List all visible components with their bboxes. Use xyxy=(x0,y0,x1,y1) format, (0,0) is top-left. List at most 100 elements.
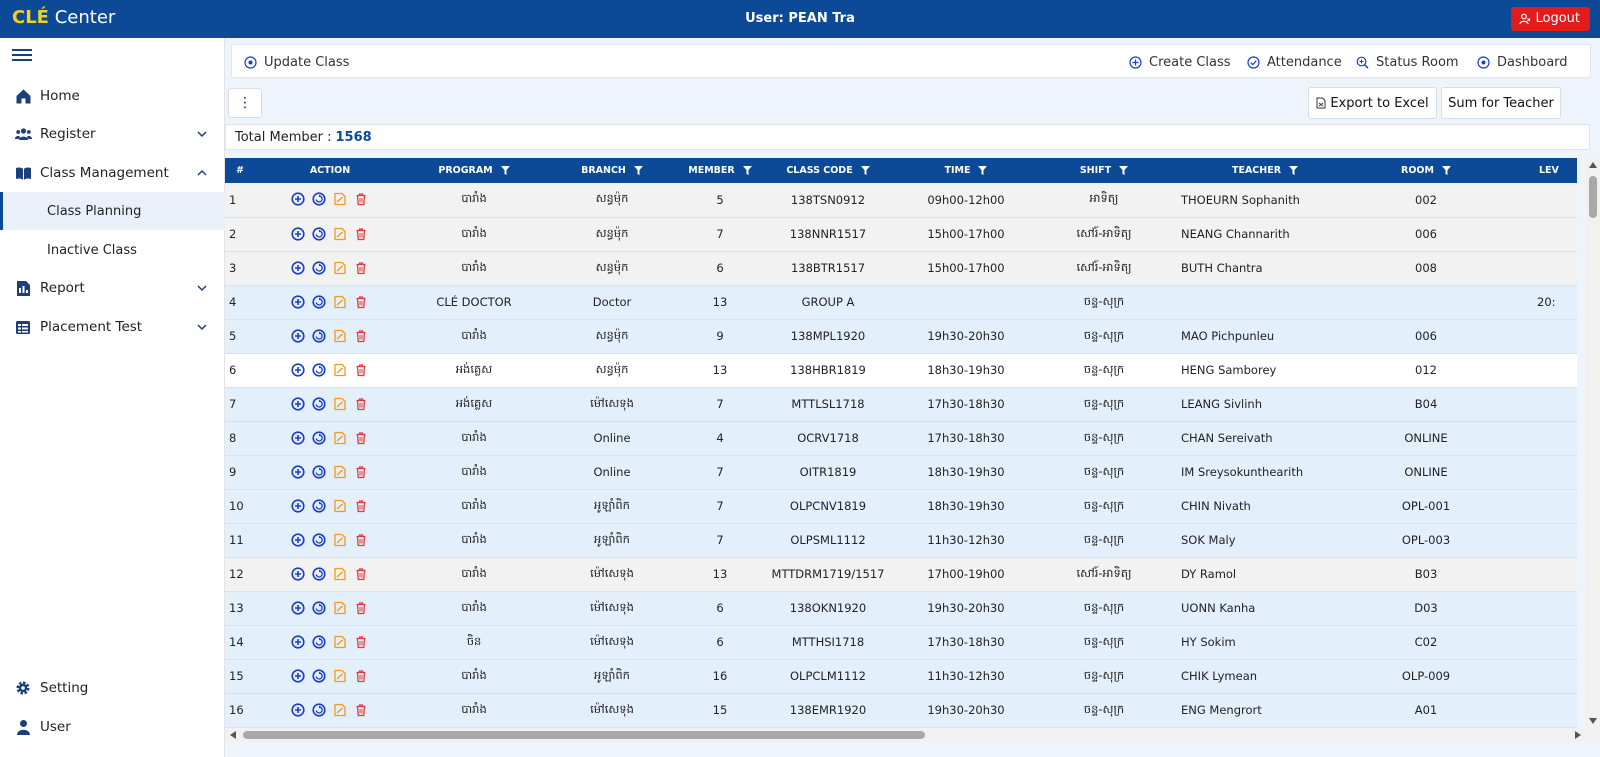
edit-icon[interactable] xyxy=(333,261,348,276)
logout-button[interactable]: Logout xyxy=(1511,7,1590,31)
scroll-down-arrow-icon[interactable] xyxy=(1589,718,1597,724)
add-student-icon[interactable] xyxy=(291,294,306,310)
add-student-icon[interactable] xyxy=(291,362,306,378)
dashboard-button[interactable]: Dashboard xyxy=(1477,45,1568,79)
col-header-program[interactable]: PROGRAM xyxy=(405,158,543,183)
refresh-icon[interactable] xyxy=(312,294,327,310)
horizontal-scroll-thumb[interactable] xyxy=(243,731,925,739)
add-student-icon[interactable] xyxy=(291,498,306,514)
sum-for-teacher-button[interactable]: Sum for Teacher xyxy=(1441,87,1561,119)
scroll-right-arrow-icon[interactable] xyxy=(1575,731,1581,739)
add-student-icon[interactable] xyxy=(291,702,306,718)
delete-icon[interactable] xyxy=(354,465,369,480)
refresh-icon[interactable] xyxy=(312,634,327,650)
create-class-button[interactable]: Create Class xyxy=(1129,45,1231,79)
table-row[interactable]: 4 CLÉ DOCTOR Doctor 13 GROUP A ចន្ទ-សុក្រ 20: xyxy=(225,285,1577,319)
table-row[interactable]: 5 បារាំង សន្ធម៉ុក 9 138MPL1920 19h30-20h30 ចន្… xyxy=(225,319,1577,353)
add-student-icon[interactable] xyxy=(291,226,306,242)
col-header-teacher[interactable]: TEACHER xyxy=(1173,158,1357,183)
edit-icon[interactable] xyxy=(333,635,348,650)
col-header-class-code[interactable]: CLASS CODE xyxy=(759,158,897,183)
scroll-left-arrow-icon[interactable] xyxy=(230,731,236,739)
edit-icon[interactable] xyxy=(333,431,348,446)
table-row[interactable]: 6 អង់គ្លេស សន្ធម៉ុក 13 138HBR1819 18h30-19h30… xyxy=(225,353,1577,387)
delete-icon[interactable] xyxy=(354,533,369,548)
refresh-icon[interactable] xyxy=(312,600,327,616)
delete-icon[interactable] xyxy=(354,227,369,242)
col-header-room[interactable]: ROOM xyxy=(1357,158,1495,183)
edit-icon[interactable] xyxy=(333,499,348,514)
col-header-member[interactable]: MEMBER xyxy=(681,158,759,183)
attendance-button[interactable]: Attendance xyxy=(1247,45,1342,79)
sidebar-item-placement-test[interactable]: Placement Test xyxy=(0,308,225,346)
add-student-icon[interactable] xyxy=(291,430,306,446)
add-student-icon[interactable] xyxy=(291,600,306,616)
refresh-icon[interactable] xyxy=(312,226,327,242)
edit-icon[interactable] xyxy=(333,567,348,582)
scroll-up-arrow-icon[interactable] xyxy=(1589,162,1597,168)
refresh-icon[interactable] xyxy=(312,430,327,446)
table-row[interactable]: 15 បារាំង អូឡាំពិក 16 OLPCLM1112 11h30-12h30 ច… xyxy=(225,659,1577,693)
col-header-shift[interactable]: SHIFT xyxy=(1035,158,1173,183)
add-student-icon[interactable] xyxy=(291,260,306,276)
delete-icon[interactable] xyxy=(354,261,369,276)
table-row[interactable]: 11 បារាំង អូឡាំពិក 7 OLPSML1112 11h30-12h30 ចន… xyxy=(225,523,1577,557)
vertical-scroll-thumb[interactable] xyxy=(1589,176,1597,218)
refresh-icon[interactable] xyxy=(312,328,327,344)
edit-icon[interactable] xyxy=(333,533,348,548)
edit-icon[interactable] xyxy=(333,363,348,378)
sidebar-item-class-management[interactable]: Class Management xyxy=(0,154,225,192)
export-excel-button[interactable]: Export to Excel xyxy=(1308,87,1437,119)
delete-icon[interactable] xyxy=(354,499,369,514)
sidebar-item-register[interactable]: Register xyxy=(0,115,225,153)
table-row[interactable]: 13 បារាំង ម៉ៅសេទុង 6 138OKN1920 19h30-20h30 ចន… xyxy=(225,591,1577,625)
table-row[interactable]: 10 បារាំង អូឡាំពិក 7 OLPCNV1819 18h30-19h30 ចន… xyxy=(225,489,1577,523)
table-row[interactable]: 9 បារាំង Online 7 OITR1819 18h30-19h30 ចន្ទ-សុ… xyxy=(225,455,1577,489)
edit-icon[interactable] xyxy=(333,227,348,242)
refresh-icon[interactable] xyxy=(312,498,327,514)
delete-icon[interactable] xyxy=(354,669,369,684)
edit-icon[interactable] xyxy=(333,669,348,684)
table-row[interactable]: 12 បារាំង ម៉ៅសេទុង 13 MTTDRM1719/1517 17h00-1… xyxy=(225,557,1577,591)
sidebar-item-class-planning[interactable]: Class Planning xyxy=(0,192,225,230)
table-row[interactable]: 2 បារាំង សន្ធម៉ុក 7 138NNR1517 15h00-17h00 សៅរ… xyxy=(225,217,1577,251)
sidebar-item-home[interactable]: Home xyxy=(0,77,225,115)
add-student-icon[interactable] xyxy=(291,532,306,548)
refresh-icon[interactable] xyxy=(312,260,327,276)
delete-icon[interactable] xyxy=(354,635,369,650)
edit-icon[interactable] xyxy=(333,329,348,344)
edit-icon[interactable] xyxy=(333,295,348,310)
delete-icon[interactable] xyxy=(354,567,369,582)
table-row[interactable]: 14 ចិន ម៉ៅសេទុង 6 MTTHSI1718 17h30-18h30 ចន្ទ-… xyxy=(225,625,1577,659)
table-row[interactable]: 16 បារាំង ម៉ៅសេទុង 15 138EMR1920 19h30-20h30 ច… xyxy=(225,693,1577,727)
delete-icon[interactable] xyxy=(354,363,369,378)
more-options-button[interactable]: ⋮ xyxy=(228,88,262,118)
add-student-icon[interactable] xyxy=(291,634,306,650)
delete-icon[interactable] xyxy=(354,295,369,310)
refresh-icon[interactable] xyxy=(312,192,327,207)
refresh-icon[interactable] xyxy=(312,566,327,582)
add-student-icon[interactable] xyxy=(291,396,306,412)
refresh-icon[interactable] xyxy=(312,362,327,378)
add-student-icon[interactable] xyxy=(291,668,306,684)
col-header-time[interactable]: TIME xyxy=(897,158,1035,183)
table-row[interactable]: 8 បារាំង Online 4 OCRV1718 17h30-18h30 ចន្ទ-សុ… xyxy=(225,421,1577,455)
add-student-icon[interactable] xyxy=(291,464,306,480)
refresh-icon[interactable] xyxy=(312,396,327,412)
sidebar-item-user[interactable]: User xyxy=(0,708,225,746)
delete-icon[interactable] xyxy=(354,397,369,412)
refresh-icon[interactable] xyxy=(312,532,327,548)
edit-icon[interactable] xyxy=(333,703,348,718)
edit-icon[interactable] xyxy=(333,601,348,616)
horizontal-scrollbar[interactable] xyxy=(225,728,1600,742)
refresh-icon[interactable] xyxy=(312,464,327,480)
add-student-icon[interactable] xyxy=(291,328,306,344)
add-student-icon[interactable] xyxy=(291,192,306,207)
table-row[interactable]: 3 បារាំង សន្ធម៉ុក 6 138BTR1517 15h00-17h00 សៅរ… xyxy=(225,251,1577,285)
edit-icon[interactable] xyxy=(333,192,348,207)
delete-icon[interactable] xyxy=(354,329,369,344)
delete-icon[interactable] xyxy=(354,703,369,718)
vertical-scrollbar[interactable] xyxy=(1586,158,1600,728)
sidebar-item-report[interactable]: Report xyxy=(0,269,225,307)
add-student-icon[interactable] xyxy=(291,566,306,582)
